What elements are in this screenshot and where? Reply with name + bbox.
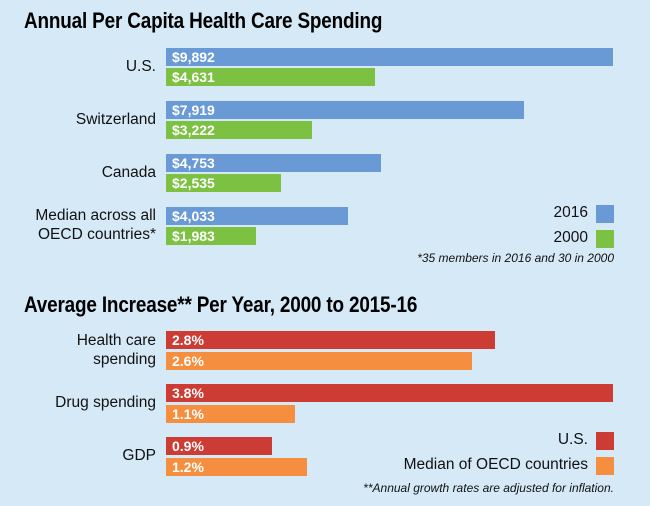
spending-bar-value-label: $1,983: [172, 228, 215, 244]
increase-bar: 1.1%: [166, 405, 295, 423]
increase-bar-value-label: 1.2%: [172, 459, 204, 475]
spending-bar: $3,222: [166, 121, 312, 139]
spending-bar: $4,631: [166, 68, 375, 86]
spending-bar-value-label: $2,535: [172, 175, 215, 191]
increase-category-label-line: GDP: [122, 447, 156, 464]
spending-bar-value-label: $4,753: [172, 155, 215, 171]
increase-category-label: Health care spending: [77, 331, 156, 369]
spending-bar: $9,892: [166, 48, 613, 66]
spending-category-label: U.S.: [126, 57, 156, 76]
spending-bar-value-label: $4,033: [172, 208, 215, 224]
increase-bar-value-label: 3.8%: [172, 385, 204, 401]
spending-legend-label: 2000: [553, 229, 588, 246]
spending-category-label: Median across all OECD countries*: [35, 206, 156, 244]
spending-bar-value-label: $7,919: [172, 102, 215, 118]
increase-category-label-line: Health care: [76, 331, 156, 349]
increase-bar-value-label: 0.9%: [172, 438, 204, 454]
increase-category-label: Drug spending: [55, 393, 156, 412]
spending-bar: $4,033: [166, 207, 348, 225]
increase-bar-value-label: 2.6%: [172, 353, 204, 369]
spending-bar: $4,753: [166, 154, 381, 172]
spending-bar-value-label: $9,892: [172, 49, 215, 65]
spending-footnote: *35 members in 2016 and 30 in 2000: [417, 251, 614, 265]
increase-legend-label: Median of OECD countries: [403, 456, 588, 473]
spending-category-label: Canada: [102, 163, 156, 182]
spending-bar-value-label: $4,631: [172, 69, 215, 85]
spending-category-label-line: OECD countries*: [37, 226, 156, 243]
spending-category-label-line: U.S.: [125, 57, 156, 75]
increase-bar: 2.6%: [166, 352, 472, 370]
increase-bar: 1.2%: [166, 458, 307, 476]
spending-category-label-line: Switzerland: [75, 110, 156, 128]
chart-title-spending: Annual Per Capita Health Care Spending: [24, 8, 383, 33]
spending-bar: $2,535: [166, 174, 281, 192]
spending-legend-label: 2016: [553, 204, 588, 221]
spending-legend-swatch: [596, 230, 614, 248]
spending-bar: $7,919: [166, 101, 524, 119]
increase-legend-label: U.S.: [557, 431, 588, 448]
increase-bar-value-label: 2.8%: [172, 332, 204, 348]
increase-legend-swatch: [596, 457, 614, 475]
spending-category-label: Switzerland: [76, 110, 156, 129]
increase-footnote: **Annual growth rates are adjusted for i…: [363, 481, 614, 495]
increase-bar: 3.8%: [166, 384, 613, 402]
spending-bar: $1,983: [166, 227, 256, 245]
increase-category-label-line: spending: [93, 350, 156, 368]
spending-bar-value-label: $3,222: [172, 122, 215, 138]
spending-legend-swatch: [596, 205, 614, 223]
spending-category-label-line: Median across all: [35, 207, 156, 224]
increase-category-label: GDP: [122, 446, 156, 465]
increase-category-label-line: Drug spending: [55, 394, 156, 411]
increase-bar-value-label: 1.1%: [172, 406, 204, 422]
increase-legend-swatch: [596, 432, 614, 450]
increase-bar: 0.9%: [166, 437, 272, 455]
chart-title-increase: Average Increase** Per Year, 2000 to 201…: [24, 292, 418, 317]
increase-bar: 2.8%: [166, 331, 495, 349]
spending-category-label-line: Canada: [101, 163, 156, 181]
